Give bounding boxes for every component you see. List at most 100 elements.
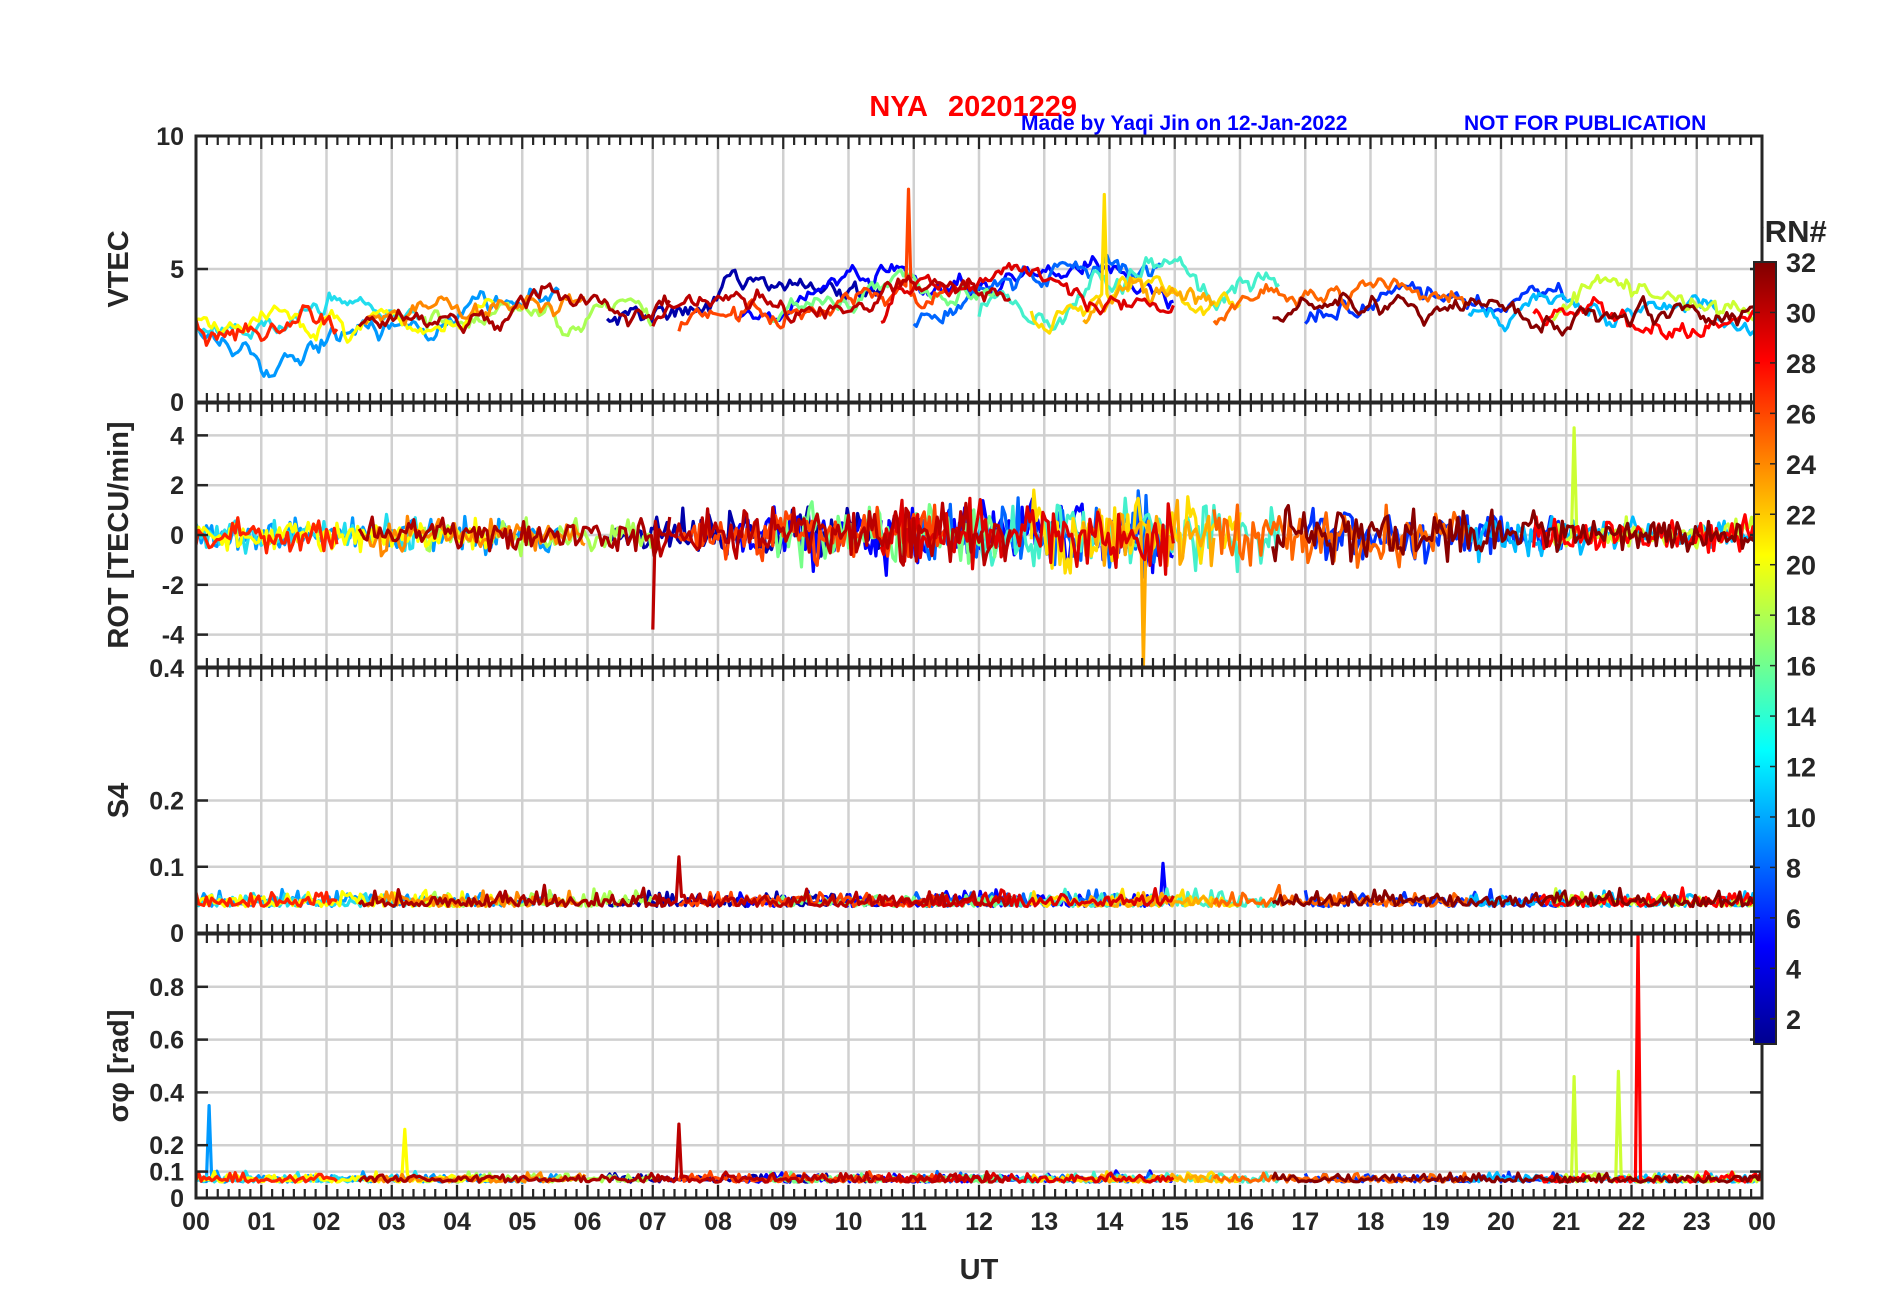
panel-s4: 0 0.1 0.2 0.4 S4 [103,655,1764,948]
x-tick-label: 15 [1161,1208,1189,1236]
panel-sigma_phi: 00.10.2 0.4 0.6 0.8 σφ [rad] [103,932,1764,1213]
series-prn-31-rot [357,515,672,558]
y-tick-label: 0.4 [149,655,184,683]
y-tick-label: 0.2 [149,788,184,816]
y-tick-label: -4 [162,622,184,650]
y-tick-label: 0.6 [149,1027,184,1055]
colorbar-tick-label: 28 [1786,349,1816,379]
colorbar-tick-label: 24 [1786,450,1816,480]
colorbar-tick-label: 32 [1786,248,1816,278]
x-tick-label: 12 [965,1208,993,1236]
y-tick-label: 0 [170,389,184,417]
x-tick-label: 05 [508,1208,536,1236]
series-prn-28-vtec [1532,296,1762,341]
colorbar-tick-label: 18 [1786,601,1816,631]
colorbar-tick-label: 20 [1786,551,1816,581]
series-prn-28-rot [1532,513,1762,554]
y-axis-label-rot: ROT [TECU/min] [103,421,135,648]
title-station: NYA [869,91,928,123]
y-tick-label: 0 [170,1185,184,1213]
x-tick-label: 00 [182,1208,210,1236]
colorbar-tick-label: 12 [1786,753,1816,783]
panel-vtec: 0 5 10 VTEC [103,123,1764,417]
x-tick-label: 00 [1748,1208,1776,1236]
title-date: 20201229 [948,91,1077,123]
title-credit: Made by Yaqi Jin on 12-Jan-2022 [1021,112,1347,135]
x-tick-label: 18 [1357,1208,1385,1236]
colorbar-tick-label: 30 [1786,298,1816,328]
x-tick-label: 08 [704,1208,732,1236]
colorbar-tick-label: 22 [1786,500,1816,530]
x-tick-label: 21 [1552,1208,1580,1236]
series-prn-29-vtec [880,262,1175,324]
series-prn-32-s4 [1271,886,1762,909]
colorbar-tick-label: 2 [1786,1005,1801,1035]
x-axis-label: UT [960,1254,999,1286]
y-tick-label: 10 [156,123,184,151]
series-prn-17-vtec [422,297,653,338]
panel-vtec-series [196,187,1762,379]
series-prn-27-s4 [196,890,338,908]
y-tick-label: -2 [162,572,184,600]
series-prn-20-vtec [196,297,495,344]
series-prn-30-sigma_phi [651,1122,1012,1184]
y-axis-label-vtec: VTEC [103,230,135,307]
x-tick-label: 11 [901,1208,928,1236]
x-tick-label: 16 [1226,1208,1254,1236]
series-prn-27-rot [196,516,339,555]
x-tick-label: 09 [769,1208,797,1236]
y-tick-label: 0.4 [149,1079,184,1107]
series-prn-30-s4 [651,855,1012,909]
x-tick-label: 23 [1683,1208,1711,1236]
colorbar-tick-label: 6 [1786,904,1801,934]
colorbar-gradient [1753,261,1777,1045]
x-tick-label: 13 [1030,1208,1058,1236]
x-tick-label: 17 [1291,1208,1319,1236]
series-prn-30-rot [651,501,1012,630]
x-tick-label: 20 [1487,1208,1515,1236]
panel-sigma_phi-series [196,934,1762,1184]
y-tick-label: 0 [170,920,184,948]
x-tick-label: 03 [378,1208,406,1236]
y-axis-label-sigma_phi: σφ [rad] [103,1009,135,1122]
colorbar-tick-label: 10 [1786,803,1816,833]
series-prn-31-vtec [357,282,671,334]
series-prn-32-sigma_phi [1271,1171,1762,1184]
y-tick-label: 0.2 [149,1132,184,1160]
series-prn-22-sigma_phi [1082,1172,1216,1184]
series-prn-31-s4 [357,883,671,909]
series-prn-6-vtec [1304,281,1567,325]
series-prn-18-vtec [1551,273,1762,335]
y-tick-label: 0.1 [149,1159,184,1187]
panel-rot-series [196,426,1762,667]
series-prn-31-sigma_phi [357,1171,671,1184]
series-prn-22-rot [1081,498,1216,667]
colorbar-tick-label: 26 [1786,399,1816,429]
series-prn-8-vtec [912,253,1163,328]
series-prn-32-vtec [1272,291,1762,337]
y-tick-label: 5 [170,256,184,284]
series-prn-27-sigma_phi [196,1170,338,1184]
colorbar-tick-label: 8 [1786,853,1801,883]
y-tick-label: 0.8 [149,974,184,1002]
x-tick-label: 06 [574,1208,602,1236]
x-tick-label: 19 [1422,1208,1450,1236]
series-prn-27-vtec [196,304,339,347]
panel-s4-series [196,855,1762,909]
series-prn-28-s4 [1532,886,1762,909]
series-prn-30-vtec [651,274,1012,327]
y-tick-label: 0 [170,522,184,550]
series-prn-24-s4 [364,889,586,909]
title-notice: NOT FOR PUBLICATION [1464,112,1706,135]
series-prn-25-rot [1212,503,1469,569]
y-tick-label: 4 [170,422,184,450]
x-tick-label: 22 [1618,1208,1646,1236]
x-tick-label: 02 [313,1208,341,1236]
x-tick-label: 10 [835,1208,863,1236]
y-tick-label: 0.1 [149,854,184,882]
x-tick-label: 14 [1096,1208,1124,1236]
